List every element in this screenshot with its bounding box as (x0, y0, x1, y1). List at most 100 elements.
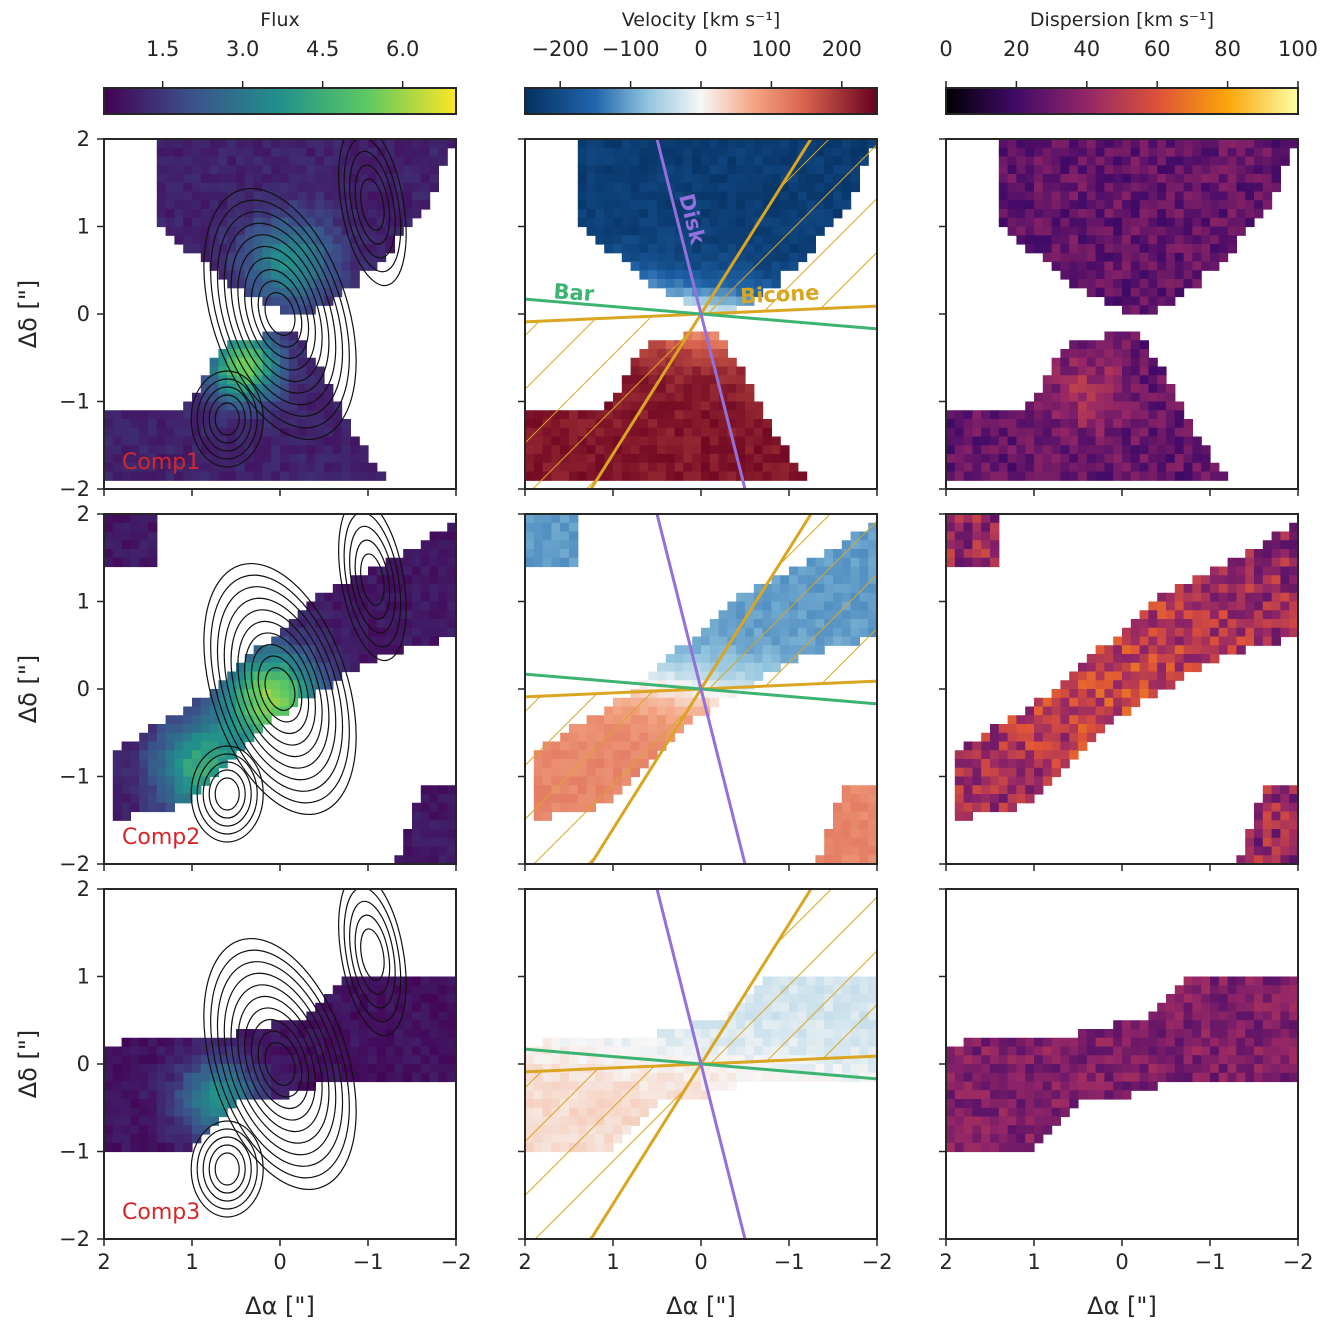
map-pixel (412, 985, 422, 995)
map-pixel (683, 1046, 693, 1056)
map-pixel (183, 732, 193, 743)
map-pixel (1262, 811, 1273, 821)
map-pixel (648, 156, 658, 166)
map-pixel (1139, 471, 1149, 481)
map-pixel (112, 514, 123, 524)
map-pixel (701, 244, 711, 254)
map-pixel (280, 454, 290, 464)
map-pixel (359, 209, 369, 219)
map-pixel (236, 200, 246, 210)
map-pixel (174, 1037, 184, 1048)
map-pixel (683, 200, 693, 210)
map-pixel (630, 1046, 640, 1056)
map-pixel (1104, 680, 1114, 690)
map-pixel (1034, 741, 1044, 751)
map-pixel (1078, 139, 1088, 149)
map-pixel (841, 837, 852, 848)
map-pixel (253, 200, 263, 210)
map-pixel (551, 522, 561, 533)
map-pixel (104, 471, 114, 481)
map-pixel (359, 165, 369, 175)
map-pixel (447, 1072, 456, 1083)
map-pixel (112, 750, 123, 760)
map-pixel (306, 662, 316, 673)
map-pixel (1174, 209, 1185, 219)
map-pixel (1236, 174, 1246, 184)
map-pixel (315, 174, 325, 184)
map-pixel (1174, 471, 1185, 481)
map-pixel (665, 392, 676, 403)
map-pixel (868, 855, 877, 864)
map-pixel (657, 410, 667, 420)
contour-line (250, 643, 310, 735)
map-pixel (1016, 462, 1026, 473)
map-pixel (972, 802, 982, 813)
map-pixel (1183, 139, 1193, 149)
map-pixel (1183, 627, 1193, 638)
map-pixel (262, 471, 272, 481)
map-pixel (613, 209, 623, 219)
map-pixel (692, 217, 702, 228)
map-pixel (963, 436, 973, 446)
map-pixel (236, 689, 246, 699)
map-pixel (753, 436, 764, 446)
map-pixel (569, 514, 579, 524)
map-pixel (165, 139, 175, 149)
map-pixel (1210, 619, 1220, 629)
map-pixel (218, 1090, 228, 1100)
map-pixel (727, 375, 737, 385)
map-pixel (1227, 235, 1237, 245)
map-pixel (165, 1125, 175, 1135)
contour-line (349, 150, 396, 259)
map-pixel (1218, 191, 1229, 201)
map-pixel (1139, 384, 1149, 394)
map-pixel (368, 156, 378, 166)
contour-line (196, 1128, 258, 1210)
map-pixel (315, 436, 325, 446)
map-pixel (438, 139, 448, 149)
map-pixel (121, 759, 131, 769)
map-pixel (1157, 287, 1167, 298)
map-pixel (1016, 445, 1026, 455)
map-pixel (438, 802, 448, 813)
map-pixel (551, 1037, 561, 1048)
map-pixel (1139, 305, 1149, 315)
map-pixel (745, 392, 755, 403)
map-pixel (315, 244, 325, 254)
map-pixel (253, 174, 263, 184)
map-pixel (841, 785, 852, 795)
map-pixel (385, 235, 395, 245)
map-pixel (1016, 419, 1026, 429)
map-pixel (1042, 427, 1053, 438)
map-pixel (648, 209, 658, 219)
map-pixel (1060, 724, 1070, 734)
map-pixel (1139, 671, 1149, 681)
map-pixel (376, 244, 387, 254)
map-pixel (745, 191, 755, 201)
map-pixel (121, 540, 131, 550)
map-pixel (227, 410, 237, 420)
map-pixel (1271, 139, 1281, 149)
map-pixel (692, 462, 702, 473)
map-pixel (148, 1107, 158, 1118)
map-pixel (420, 1064, 431, 1074)
map-pixel (762, 1072, 772, 1083)
map-pixel (727, 191, 737, 201)
map-pixel (1113, 287, 1123, 298)
map-pixel (332, 619, 343, 629)
map-pixel (236, 244, 246, 254)
map-pixel (1130, 392, 1141, 403)
map-pixel (1086, 462, 1097, 473)
map-pixel (954, 785, 965, 795)
map-pixel (771, 156, 781, 166)
map-pixel (244, 139, 255, 149)
map-pixel (1078, 427, 1088, 438)
map-pixel (403, 601, 413, 611)
map-pixel (1183, 584, 1193, 594)
map-pixel (613, 165, 623, 175)
map-pixel (324, 636, 334, 646)
map-pixel (1095, 174, 1105, 184)
map-pixel (412, 139, 422, 149)
map-pixel (981, 540, 991, 550)
map-pixel (1139, 410, 1149, 420)
